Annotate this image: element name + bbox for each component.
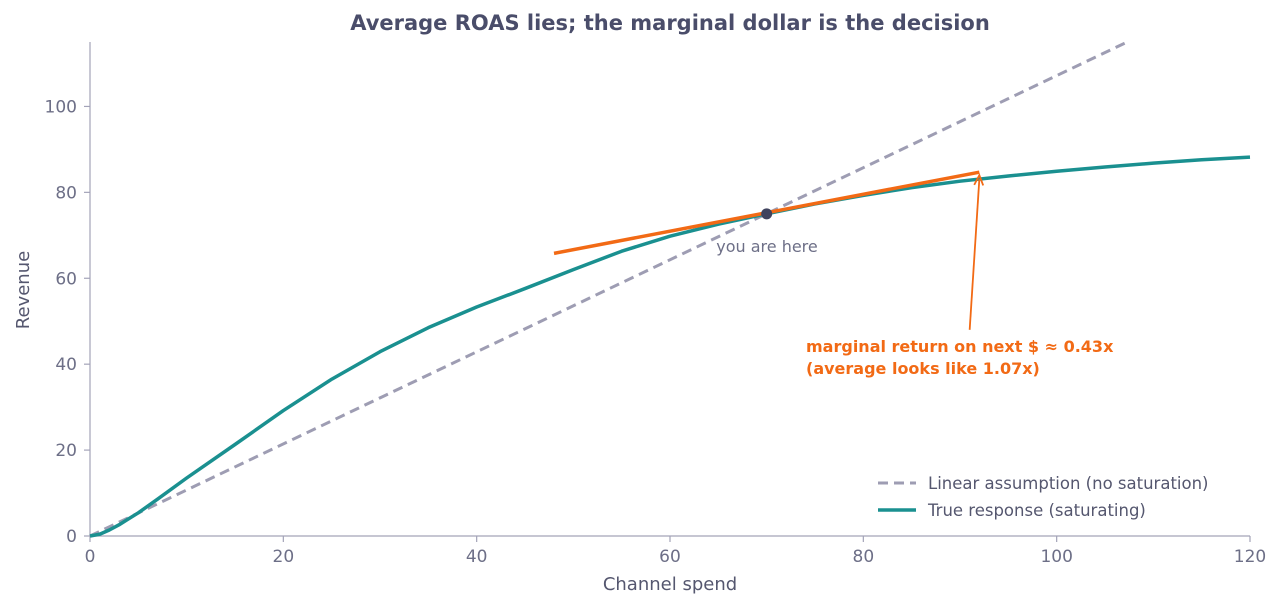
marginal-annotation-line2: (average looks like 1.07x) [806, 359, 1040, 378]
x-tick-label: 100 [1040, 547, 1072, 567]
true-response-curve [89, 155, 1251, 538]
current-spend-point [761, 208, 773, 220]
chart-title: Average ROAS lies; the marginal dollar i… [350, 11, 990, 35]
y-tick-label: 20 [55, 441, 77, 461]
annotation-arrow-head [973, 172, 985, 186]
x-tick-label: 60 [659, 547, 681, 567]
series-layer [89, 40, 1251, 538]
x-tick-label: 20 [273, 547, 295, 567]
legend-label-linear: Linear assumption (no saturation) [928, 474, 1209, 493]
annotation-arrow [968, 179, 981, 330]
x-tick-label: 0 [85, 547, 96, 567]
legend-label-true-response: True response (saturating) [927, 501, 1146, 520]
axes: 0 20 40 60 80 100 120 0 20 40 60 80 100 [45, 42, 1266, 567]
x-tick-label: 40 [466, 547, 488, 567]
y-tick-label: 80 [55, 183, 77, 203]
y-tick-label: 0 [66, 527, 77, 547]
marginal-annotation-line1: marginal return on next $ ≈ 0.43x [806, 337, 1114, 356]
y-tick-label: 100 [45, 97, 77, 117]
y-tick-label: 60 [55, 269, 77, 289]
x-tick-label: 80 [853, 547, 875, 567]
legend: Linear assumption (no saturation) True r… [878, 474, 1209, 520]
x-tick-label: 120 [1234, 547, 1266, 567]
y-tick-label: 40 [55, 355, 77, 375]
x-axis-label: Channel spend [603, 574, 737, 595]
you-are-here-label: you are here [716, 237, 818, 256]
y-axis-label: Revenue [13, 251, 34, 329]
